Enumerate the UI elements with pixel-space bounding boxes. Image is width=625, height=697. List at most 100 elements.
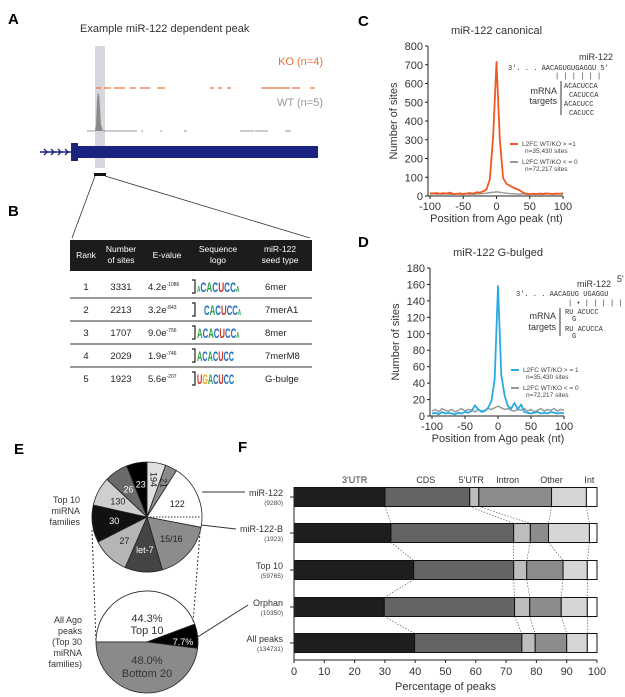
target-sequence: ACACUCC [564,101,593,109]
x-tick-label: 0 [291,666,297,678]
boundary-connector [469,506,514,524]
bar-segment [478,487,553,507]
evalue-exponent: -207 [167,374,177,380]
x-tick-label: 50 [439,666,451,678]
bar-segment [293,560,415,580]
wt-track [87,93,291,132]
logo-letter: A [197,325,203,341]
pie-slice-sublabel: Top 10 [130,625,163,637]
y-axis-label: Number of sites [388,82,400,160]
x-tick-label: -100 [421,421,443,433]
evalue-base: 1.9e [148,351,167,362]
y-tick-label: 400 [405,116,423,128]
logo-axis-bracket [192,325,196,340]
logo-letter: C [200,279,206,295]
bar-segment [586,560,598,580]
zoom-connector [104,175,311,239]
pie-group-label: miRNA [54,648,83,658]
category-label: All peaks [246,634,283,644]
bar-segment [513,560,528,580]
mirna-sequence: 3'. . . AACAGUG UGAGGU [516,291,608,299]
bar-segment [566,633,588,653]
boundary-connector [529,616,536,634]
target-sequence: CACUCCA [569,92,599,100]
category-count: (9280) [264,500,283,507]
peak-region-marker [94,173,106,176]
y-tick-label: 600 [405,79,423,91]
table-row: 4 2029 1.9e-746 ACACUCC 7merM8 [83,348,299,364]
evalue-cell: 1.9e-746 [148,351,177,362]
rank-cell: 2 [83,305,88,316]
bar-segment [514,597,531,617]
logo-letter: A [236,285,240,294]
panel-label-f: F [238,439,247,456]
category-count: (10350) [261,610,283,617]
logo-letter: C [213,371,218,387]
link-mir122b [200,524,237,530]
logo-letter: C [224,371,229,387]
logo-axis-bracket [192,371,196,386]
logo-letter: C [215,302,221,318]
category-label: Orphan [253,598,283,608]
segment-header: Intron [496,475,519,485]
rank-cell: 4 [83,351,88,362]
pie-slice-label: 130 [110,497,125,507]
category-label: Top 10 [256,561,283,571]
bar-segment [551,487,587,507]
pairing-marks: | • | | | | | [568,300,623,308]
bar-segment [548,523,590,543]
boundary-connector [526,579,531,598]
rank-cell: 5 [83,374,88,385]
legend-note: n=35,430 sites [525,148,568,155]
legend-note: n=72,217 sites [525,166,568,173]
table-header-cell: Number [106,244,136,254]
bar-segment [293,523,392,543]
gene-model [40,143,318,161]
sequence-logo: ACACUCCA [197,279,240,295]
segment-header: 3'UTR [342,475,368,485]
logo-letter: A [236,331,239,340]
boundary-connector [548,542,564,561]
x-tick-label: 80 [530,666,542,678]
logo-letter: C [227,302,233,318]
rank-cell: 1 [83,282,88,293]
table-header-cell: of sites [108,255,135,265]
pie-group-label: All Ago [54,615,82,625]
panel-a-title: Example miR-122 dependent peak [80,23,250,35]
pie-slice-label: 44.3% [131,613,162,625]
five-prime-label: 5' [617,274,624,284]
legend-label: L2FC WT/KO > = 1 [523,367,579,374]
bulge-g: G [572,333,576,341]
zoom-connector [71,175,96,239]
legend-label: L2FC WT/KO > =1 [522,141,576,148]
seed-type-cell: G-bulge [265,374,299,385]
logo-letter: A [208,325,214,341]
evalue-exponent: -746 [167,351,177,357]
pie-slice-label: 23 [136,480,146,490]
zoom-connector [91,529,97,643]
table-header-cell: miR-122 [264,244,296,254]
logo-axis-bracket [192,348,196,363]
category-count: (59765) [261,573,283,580]
logo-letter: C [213,348,218,364]
y-tick-label: 100 [407,329,425,341]
sites-cell: 2213 [110,305,131,316]
logo-letter: C [232,302,238,318]
logo-letter: G [202,371,208,387]
boundary-connector [560,616,567,634]
bar-segment [293,487,386,507]
sequence-logo: ACACUCC [197,348,234,364]
y-tick-label: 120 [407,312,425,324]
chart-title: miR-122 G-bulged [453,247,543,259]
table-row: 2 2213 3.2e-843 CACUCCA 7merA1 [83,302,298,318]
evalue-cell: 9.0e-756 [148,328,177,339]
bulge-g: G [572,316,576,324]
table-row: 3 1707 9.0e-756 ACACUCCA 8mer [83,325,286,341]
x-tick-label: -50 [455,201,471,213]
table-header-cell: Rank [76,250,97,260]
pie-slice-label: 27 [119,536,129,546]
seed-type-cell: 6mer [265,282,287,293]
targets-label: mRNA [530,311,557,321]
logo-letter: C [203,325,209,341]
y-tick-label: 200 [405,154,423,166]
